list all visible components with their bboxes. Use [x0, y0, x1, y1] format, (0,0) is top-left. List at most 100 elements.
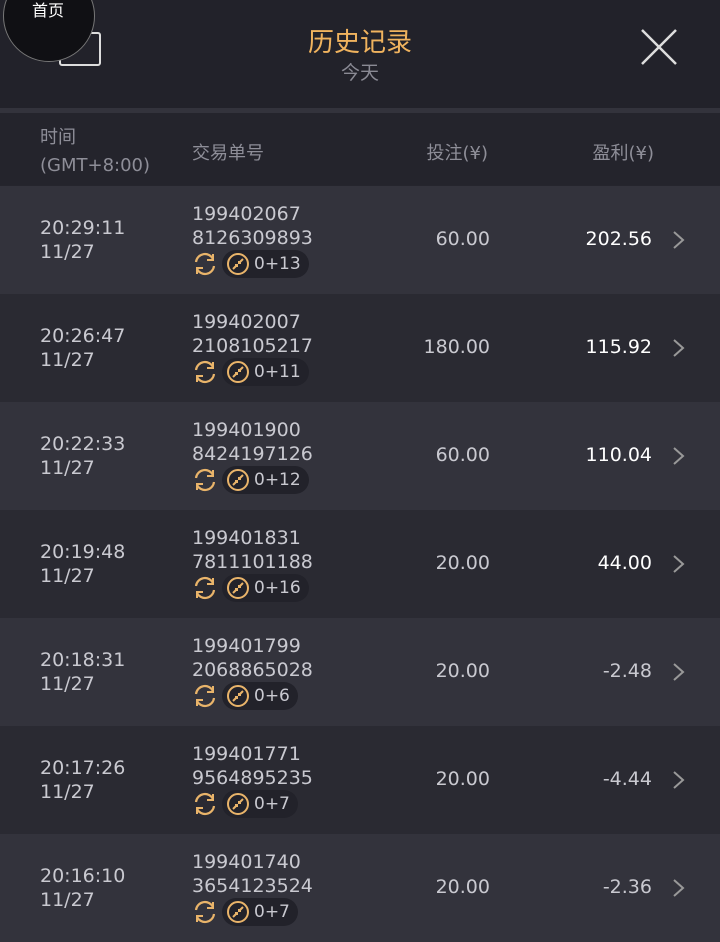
refresh-icon — [194, 900, 216, 924]
date-filter[interactable]: 今天 — [340, 62, 379, 84]
profit-amount: 115.92 — [585, 336, 652, 358]
profit-amount: 110.04 — [585, 444, 652, 466]
time: 20:22:33 — [40, 433, 126, 455]
col-time-tz: (GMT+8:00) — [40, 155, 151, 176]
row-time: 20:18:31 11/27 — [40, 648, 125, 696]
order-id-line2: 2108105217 — [192, 335, 313, 357]
badges: 0+7 — [192, 790, 298, 818]
order-id: 199401771 9564895235 — [192, 742, 313, 790]
date: 11/27 — [40, 241, 95, 263]
combo-badge: 0+7 — [222, 898, 298, 926]
time: 20:18:31 — [40, 649, 126, 671]
combo-badge: 0+7 — [222, 790, 298, 818]
order-id-line2: 8126309893 — [192, 227, 313, 249]
date: 11/27 — [40, 565, 95, 587]
refresh-icon — [194, 252, 216, 276]
profit-amount: 202.56 — [585, 228, 652, 250]
bet-amount: 20.00 — [435, 552, 490, 574]
collapse-icon — [227, 685, 249, 707]
order-id-line1: 199402067 — [192, 203, 301, 225]
row-time: 20:26:47 11/27 — [40, 324, 125, 372]
table-header: 时间 (GMT+8:00) 交易单号 投注(¥) 盈利(¥) — [0, 113, 720, 185]
page-title: 历史记录 — [307, 28, 412, 58]
badges: 0+11 — [192, 358, 309, 386]
table-row[interactable]: 20:22:33 11/27 199401900 8424197126 0+12 6… — [0, 402, 720, 510]
chevron-right-icon[interactable] — [672, 446, 686, 466]
profit-amount: -2.48 — [602, 660, 652, 682]
divider — [0, 108, 720, 113]
badge-text: 0+13 — [254, 254, 301, 274]
badge-text: 0+16 — [254, 578, 301, 598]
chevron-right-icon[interactable] — [672, 338, 686, 358]
chevron-right-icon[interactable] — [672, 878, 686, 898]
order-id: 199401831 7811101188 — [192, 526, 313, 574]
order-id-line1: 199402007 — [192, 311, 301, 333]
order-id-line2: 3654123524 — [192, 875, 313, 897]
time: 20:16:10 — [40, 865, 126, 887]
chevron-right-icon[interactable] — [672, 770, 686, 790]
bet-amount: 60.00 — [435, 228, 490, 250]
home-label: 首页 — [32, 1, 65, 20]
badge-text: 0+7 — [254, 794, 290, 814]
col-time: 时间 — [40, 127, 76, 148]
badges: 0+6 — [192, 682, 298, 710]
row-time: 20:19:48 11/27 — [40, 540, 125, 588]
profit-amount: 44.00 — [597, 552, 652, 574]
time: 20:26:47 — [40, 325, 126, 347]
order-id: 199401740 3654123524 — [192, 850, 313, 898]
combo-badge: 0+6 — [222, 682, 298, 710]
order-id: 199402007 2108105217 — [192, 310, 313, 358]
order-id-line1: 199401771 — [192, 743, 301, 765]
bet-amount: 180.00 — [423, 336, 490, 358]
profit-amount: -4.44 — [602, 768, 652, 790]
badge-text: 0+12 — [254, 470, 301, 490]
bet-amount: 60.00 — [435, 444, 490, 466]
chevron-right-icon[interactable] — [672, 230, 686, 250]
order-id-line1: 199401799 — [192, 635, 301, 657]
time: 20:19:48 — [40, 541, 126, 563]
col-order: 交易单号 — [192, 143, 264, 164]
close-icon[interactable] — [640, 28, 678, 66]
date: 11/27 — [40, 457, 95, 479]
order-id-line1: 199401740 — [192, 851, 301, 873]
table-row[interactable]: 20:19:48 11/27 199401831 7811101188 0+16 2… — [0, 510, 720, 618]
collapse-icon — [227, 469, 249, 491]
order-id-line2: 9564895235 — [192, 767, 313, 789]
combo-badge: 0+11 — [222, 358, 309, 386]
row-time: 20:22:33 11/27 — [40, 432, 125, 480]
badges: 0+16 — [192, 574, 309, 602]
table-row[interactable]: 20:16:10 11/27 199401740 3654123524 0+7 20… — [0, 834, 720, 942]
order-id-line1: 199401900 — [192, 419, 301, 441]
bet-amount: 20.00 — [435, 768, 490, 790]
badge-text: 0+11 — [254, 362, 301, 382]
table-row[interactable]: 20:26:47 11/27 199402007 2108105217 0+11 1… — [0, 294, 720, 402]
table-row[interactable]: 20:29:11 11/27 199402067 8126309893 0+13 6… — [0, 186, 720, 294]
collapse-icon — [227, 577, 249, 599]
row-time: 20:29:11 11/27 — [40, 216, 125, 264]
time: 20:29:11 — [40, 217, 126, 239]
order-id-line2: 2068865028 — [192, 659, 313, 681]
order-id: 199402067 8126309893 — [192, 202, 313, 250]
badge-text: 0+6 — [254, 686, 290, 706]
order-id: 199401900 8424197126 — [192, 418, 313, 466]
chevron-right-icon[interactable] — [672, 662, 686, 682]
date: 11/27 — [40, 673, 95, 695]
order-id-line2: 7811101188 — [192, 551, 313, 573]
time: 20:17:26 — [40, 757, 126, 779]
combo-badge: 0+13 — [222, 250, 309, 278]
chevron-right-icon[interactable] — [672, 554, 686, 574]
date: 11/27 — [40, 889, 95, 911]
bet-amount: 20.00 — [435, 876, 490, 898]
badges: 0+12 — [192, 466, 309, 494]
col-profit: 盈利(¥) — [592, 143, 655, 164]
top-bar: 历史记录 今天 首页 — [0, 0, 720, 108]
badges: 0+7 — [192, 898, 298, 926]
order-id: 199401799 2068865028 — [192, 634, 313, 682]
collapse-icon — [227, 901, 249, 923]
table-row[interactable]: 20:18:31 11/27 199401799 2068865028 0+6 20… — [0, 618, 720, 726]
refresh-icon — [194, 684, 216, 708]
refresh-icon — [194, 468, 216, 492]
table-row[interactable]: 20:17:26 11/27 199401771 9564895235 0+7 20… — [0, 726, 720, 834]
col-bet: 投注(¥) — [426, 143, 489, 164]
refresh-icon — [194, 792, 216, 816]
